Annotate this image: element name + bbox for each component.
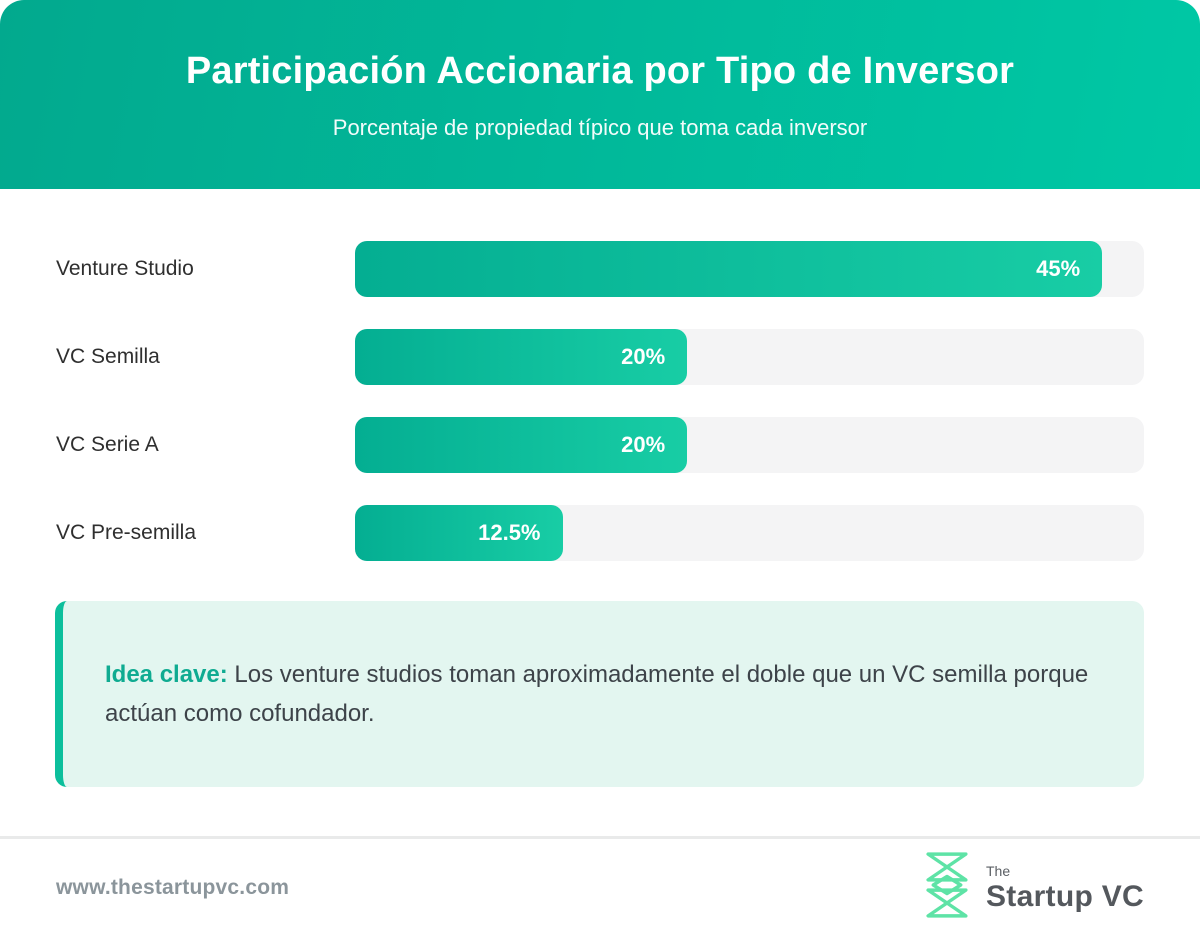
logo-text-small: The (985, 862, 1011, 879)
bar-track: 12.5% (355, 505, 1144, 561)
key-insight-body-text: Los venture studios toman aproximadament… (105, 661, 1089, 727)
bar-value-label: 12.5% (478, 520, 541, 545)
footer: www.thestartupvc.com The Startup VC (0, 839, 1200, 936)
bar-fill: 20% (355, 417, 688, 473)
bar-fill: 45% (355, 241, 1103, 297)
bar-track: 45% (355, 241, 1144, 297)
bar-value-label: 20% (621, 344, 666, 369)
startupvc-logo-icon (920, 849, 974, 926)
bar-value-label: 20% (621, 432, 666, 457)
bar-row: VC Semilla 20% (56, 329, 1144, 385)
logo-text-main: Startup VC (985, 879, 1144, 913)
bar-row: VC Pre-semilla 12.5% (56, 505, 1144, 561)
bar-track: 20% (355, 329, 1144, 385)
bar-track: 20% (355, 417, 1144, 473)
bar-value-label: 45% (1036, 256, 1081, 281)
bar-chart: Venture Studio 45% VC Semilla 20% VC Serie A… (0, 189, 1200, 561)
bar-row: Venture Studio 45% (56, 241, 1144, 297)
key-insight-text: Idea clave: Los venture studios toman ap… (105, 655, 1094, 733)
page-title: Participación Accionaria por Tipo de Inv… (185, 50, 1015, 92)
bar-fill: 12.5% (355, 505, 563, 561)
bar-category-label: VC Semilla (56, 345, 160, 368)
bar-fill: 20% (355, 329, 688, 385)
bar-category-label: VC Pre-semilla (56, 521, 197, 544)
website-url: www.thestartupvc.com (56, 875, 290, 899)
page-subtitle: Porcentaje de propiedad típico que toma … (332, 115, 868, 140)
bar-category-label: VC Serie A (56, 433, 159, 456)
footer-divider (0, 836, 1200, 839)
key-insight-box: Idea clave: Los venture studios toman ap… (55, 601, 1144, 787)
key-insight-label: Idea clave: (105, 661, 228, 688)
bar-row: VC Serie A 20% (56, 417, 1144, 473)
brand-logo: The Startup VC (920, 849, 1144, 926)
brand-logo-text: The Startup VC (986, 864, 1144, 912)
header-banner: Participación Accionaria por Tipo de Inv… (0, 0, 1200, 189)
bar-category-label: Venture Studio (56, 257, 194, 280)
